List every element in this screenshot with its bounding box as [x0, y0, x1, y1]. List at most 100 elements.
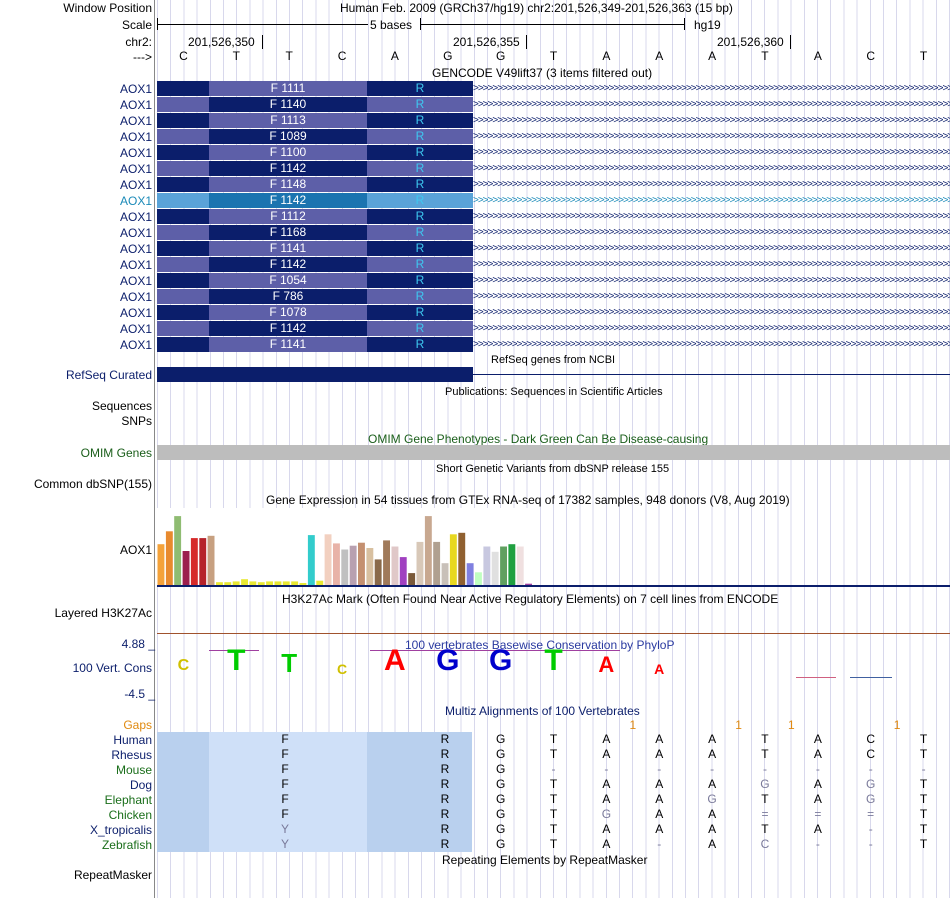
exon-block-r[interactable]: R [367, 81, 473, 96]
gtex-tissue-bar[interactable] [182, 551, 190, 586]
gtex-tissue-bar[interactable] [516, 546, 524, 587]
gencode-transcript[interactable]: F 1078 R >>>>>>>>>>>>>>>>>>>>>>>>>>>>>>>>>… [157, 305, 950, 320]
gtex-tissue-bar[interactable] [374, 559, 382, 586]
exon-block-f[interactable]: F 1078 [209, 305, 367, 320]
gtex-tissue-bar[interactable] [483, 546, 491, 587]
exon-block-f[interactable]: F 1111 [209, 81, 367, 96]
gencode-transcript[interactable]: F 1100 R >>>>>>>>>>>>>>>>>>>>>>>>>>>>>>>>>… [157, 145, 950, 160]
gencode-row-label[interactable]: AOX1 [119, 162, 152, 176]
gencode-row-label[interactable]: AOX1 [119, 210, 152, 224]
gtex-tissue-bar[interactable] [299, 583, 307, 586]
species-label[interactable]: Elephant [104, 793, 152, 807]
exon-block-f[interactable]: F 786 [209, 289, 367, 304]
gencode-transcript[interactable]: F 1141 R >>>>>>>>>>>>>>>>>>>>>>>>>>>>>>>>>… [157, 337, 950, 352]
gtex-tissue-bar[interactable] [157, 544, 165, 586]
gtex-tissue-bar[interactable] [266, 581, 273, 586]
gencode-row-label[interactable]: AOX1 [119, 146, 152, 160]
gtex-tissue-bar[interactable] [491, 551, 499, 586]
exon-block-r[interactable]: R [367, 129, 473, 144]
gencode-row-label[interactable]: AOX1 [119, 114, 152, 128]
gencode-transcript[interactable]: F 1140 R >>>>>>>>>>>>>>>>>>>>>>>>>>>>>>>>>… [157, 97, 950, 112]
gtex-tissue-bar[interactable] [466, 563, 474, 586]
exon-block-r[interactable]: R [367, 225, 473, 240]
gencode-row-label[interactable]: AOX1 [119, 242, 152, 256]
gtex-tissue-bar[interactable] [165, 531, 173, 586]
gencode-row-label[interactable]: AOX1 [119, 226, 152, 240]
gtex-tissue-bar[interactable] [324, 534, 332, 586]
exon-block-r[interactable]: R [367, 241, 473, 256]
exon-block-left[interactable] [157, 289, 209, 304]
gtex-tissue-bar[interactable] [391, 546, 399, 587]
exon-block-left[interactable] [157, 321, 209, 336]
gencode-transcript[interactable]: F 1113 R >>>>>>>>>>>>>>>>>>>>>>>>>>>>>>>>>… [157, 113, 950, 128]
species-label[interactable]: Rhesus [111, 748, 152, 762]
gencode-row-label[interactable]: AOX1 [119, 274, 152, 288]
exon-block-r[interactable]: R [367, 145, 473, 160]
gencode-row-label[interactable]: AOX1 [119, 194, 152, 208]
exon-block-r[interactable]: R [367, 257, 473, 272]
gencode-row-label[interactable]: AOX1 [119, 258, 152, 272]
exon-block-left[interactable] [157, 225, 209, 240]
species-label[interactable]: Zebrafish [101, 838, 152, 852]
gencode-row-label[interactable]: AOX1 [119, 322, 152, 336]
gencode-row-label[interactable]: AOX1 [119, 130, 152, 144]
gencode-transcript[interactable]: F 1168 R >>>>>>>>>>>>>>>>>>>>>>>>>>>>>>>>>… [157, 225, 950, 240]
dbsnp-label[interactable]: Common dbSNP(155) [33, 477, 152, 491]
gtex-tissue-bar[interactable] [291, 581, 299, 586]
gtex-tissue-bar[interactable] [525, 583, 532, 586]
gtex-tissue-bar[interactable] [333, 543, 340, 586]
gtex-tissue-bar[interactable] [316, 580, 324, 586]
gencode-transcript[interactable]: F 1142 R >>>>>>>>>>>>>>>>>>>>>>>>>>>>>>>>>… [157, 321, 950, 336]
gencode-transcript[interactable]: F 1089 R >>>>>>>>>>>>>>>>>>>>>>>>>>>>>>>>>… [157, 129, 950, 144]
gtex-tissue-bar[interactable] [341, 549, 349, 587]
exon-block-f[interactable]: F 1142 [209, 257, 367, 272]
exon-block-left[interactable] [157, 97, 209, 112]
gencode-row-label[interactable]: AOX1 [119, 338, 152, 352]
gtex-tissue-bar[interactable] [441, 563, 449, 586]
gencode-transcript[interactable]: F 1142 R >>>>>>>>>>>>>>>>>>>>>>>>>>>>>>>>>… [157, 161, 950, 176]
refseq-label[interactable]: RefSeq Curated [65, 368, 152, 382]
exon-block-r[interactable]: R [367, 321, 473, 336]
gtex-tissue-bar[interactable] [249, 581, 257, 586]
gencode-row-label[interactable]: AOX1 [119, 306, 152, 320]
exon-block-f[interactable]: F 1054 [209, 273, 367, 288]
gtex-tissue-bar[interactable] [424, 516, 432, 586]
gtex-tissue-bar[interactable] [257, 582, 265, 586]
exon-block-f[interactable]: F 1089 [209, 129, 367, 144]
species-label[interactable]: Human [113, 733, 152, 747]
exon-block-r[interactable]: R [367, 289, 473, 304]
exon-block-r[interactable]: R [367, 161, 473, 176]
exon-block-left[interactable] [157, 273, 209, 288]
gencode-transcript[interactable]: F 1054 R >>>>>>>>>>>>>>>>>>>>>>>>>>>>>>>>>… [157, 273, 950, 288]
exon-block-r[interactable]: R [367, 209, 473, 224]
gtex-tissue-bar[interactable] [508, 544, 516, 586]
gtex-tissue-bar[interactable] [199, 538, 207, 586]
exon-block-r[interactable]: R [367, 97, 473, 112]
gtex-tissue-bar[interactable] [383, 540, 390, 586]
window-position-value[interactable]: Human Feb. 2009 (GRCh37/hg19) chr2:201,5… [340, 1, 733, 15]
gtex-tissue-bar[interactable] [207, 535, 215, 586]
gencode-transcript[interactable]: F 1141 R >>>>>>>>>>>>>>>>>>>>>>>>>>>>>>>>>… [157, 241, 950, 256]
exon-block-left[interactable] [157, 113, 209, 128]
exon-block-f[interactable]: F 1141 [209, 241, 367, 256]
phylop-label[interactable]: 100 Vert. Cons [72, 661, 152, 675]
gtex-tissue-bar[interactable] [241, 579, 248, 586]
species-label[interactable]: X_tropicalis [89, 823, 152, 837]
gtex-tissue-bar[interactable] [416, 541, 424, 586]
gencode-row-label[interactable]: AOX1 [119, 290, 152, 304]
refseq-intron-line[interactable] [473, 374, 950, 375]
exon-block-left[interactable] [157, 129, 209, 144]
exon-block-f[interactable]: F 1148 [209, 177, 367, 192]
sequences-label[interactable]: Sequences [91, 399, 152, 413]
exon-block-r[interactable]: R [367, 113, 473, 128]
gtex-tissue-bar[interactable] [358, 542, 365, 586]
exon-block-left[interactable] [157, 145, 209, 160]
gencode-title[interactable]: GENCODE V49lift37 (3 items filtered out) [432, 66, 653, 80]
exon-block-f[interactable]: F 1142 [209, 321, 367, 336]
gtex-tissue-bar[interactable] [408, 573, 416, 586]
